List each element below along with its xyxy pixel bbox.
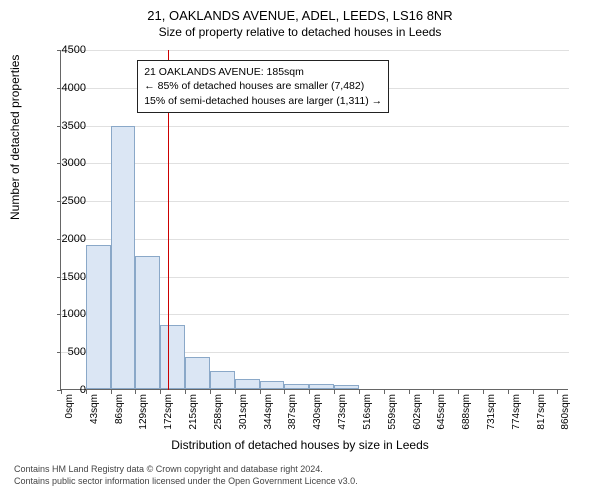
x-tick-mark (557, 390, 558, 394)
histogram-bar (160, 325, 185, 389)
x-tick-label: 817sqm (536, 394, 547, 430)
y-tick-label: 0 (46, 384, 86, 396)
chart-area: 0sqm43sqm86sqm129sqm172sqm215sqm258sqm30… (60, 50, 568, 390)
x-tick-label: 602sqm (412, 394, 423, 430)
x-tick-mark (508, 390, 509, 394)
x-tick-mark (185, 390, 186, 394)
y-axis-label: Number of detached properties (8, 55, 22, 220)
x-tick-mark (533, 390, 534, 394)
x-tick-label: 215sqm (188, 394, 199, 430)
x-tick-mark (458, 390, 459, 394)
x-tick-mark (284, 390, 285, 394)
histogram-bar (185, 357, 210, 389)
histogram-bar (86, 245, 111, 389)
y-tick-label: 4000 (46, 82, 86, 94)
x-axis-label: Distribution of detached houses by size … (0, 438, 600, 452)
plot-region: 0sqm43sqm86sqm129sqm172sqm215sqm258sqm30… (60, 50, 568, 390)
x-tick-label: 645sqm (436, 394, 447, 430)
y-tick-label: 3000 (46, 157, 86, 169)
x-tick-mark (135, 390, 136, 394)
y-tick-label: 2000 (46, 233, 86, 245)
x-tick-label: 0sqm (64, 394, 75, 418)
x-tick-label: 430sqm (312, 394, 323, 430)
gridline (61, 201, 569, 202)
chart-title-sub: Size of property relative to detached ho… (0, 23, 600, 39)
gridline (61, 239, 569, 240)
gridline (61, 126, 569, 127)
x-tick-mark (160, 390, 161, 394)
x-tick-mark (334, 390, 335, 394)
x-tick-label: 387sqm (287, 394, 298, 430)
x-tick-mark (260, 390, 261, 394)
chart-container: 21, OAKLANDS AVENUE, ADEL, LEEDS, LS16 8… (0, 0, 600, 500)
x-tick-label: 301sqm (238, 394, 249, 430)
x-tick-mark (409, 390, 410, 394)
x-tick-label: 43sqm (89, 394, 100, 424)
histogram-bar (284, 384, 309, 389)
y-tick-label: 2500 (46, 195, 86, 207)
x-tick-mark (111, 390, 112, 394)
y-tick-label: 1500 (46, 271, 86, 283)
x-tick-mark (433, 390, 434, 394)
y-tick-label: 4500 (46, 44, 86, 56)
attribution-line-1: Contains HM Land Registry data © Crown c… (14, 464, 323, 474)
histogram-bar (334, 385, 359, 389)
histogram-bar (309, 384, 334, 389)
chart-title-main: 21, OAKLANDS AVENUE, ADEL, LEEDS, LS16 8… (0, 0, 600, 23)
annotation-line: 21 OAKLANDS AVENUE: 185sqm (144, 65, 382, 79)
x-tick-mark (384, 390, 385, 394)
x-tick-label: 129sqm (138, 394, 149, 430)
x-tick-label: 559sqm (387, 394, 398, 430)
x-tick-label: 731sqm (486, 394, 497, 430)
histogram-bar (210, 371, 235, 389)
x-tick-label: 258sqm (213, 394, 224, 430)
x-tick-label: 344sqm (263, 394, 274, 430)
x-tick-label: 172sqm (163, 394, 174, 430)
x-tick-label: 774sqm (511, 394, 522, 430)
attribution-line-2: Contains public sector information licen… (14, 476, 358, 486)
histogram-bar (235, 379, 260, 389)
x-tick-label: 516sqm (362, 394, 373, 430)
y-tick-label: 1000 (46, 308, 86, 320)
x-tick-mark (210, 390, 211, 394)
x-tick-label: 473sqm (337, 394, 348, 430)
gridline (61, 50, 569, 51)
annotation-line: ← 85% of detached houses are smaller (7,… (144, 79, 382, 93)
y-tick-label: 3500 (46, 120, 86, 132)
annotation-box: 21 OAKLANDS AVENUE: 185sqm← 85% of detac… (137, 60, 389, 113)
x-tick-mark (235, 390, 236, 394)
histogram-bar (111, 126, 136, 389)
histogram-bar (260, 381, 285, 389)
x-tick-label: 688sqm (461, 394, 472, 430)
x-tick-label: 860sqm (560, 394, 571, 430)
annotation-line: 15% of semi-detached houses are larger (… (144, 94, 382, 108)
x-tick-mark (309, 390, 310, 394)
x-tick-mark (483, 390, 484, 394)
x-tick-mark (359, 390, 360, 394)
y-tick-label: 500 (46, 346, 86, 358)
gridline (61, 163, 569, 164)
histogram-bar (135, 256, 160, 389)
x-tick-label: 86sqm (114, 394, 125, 424)
